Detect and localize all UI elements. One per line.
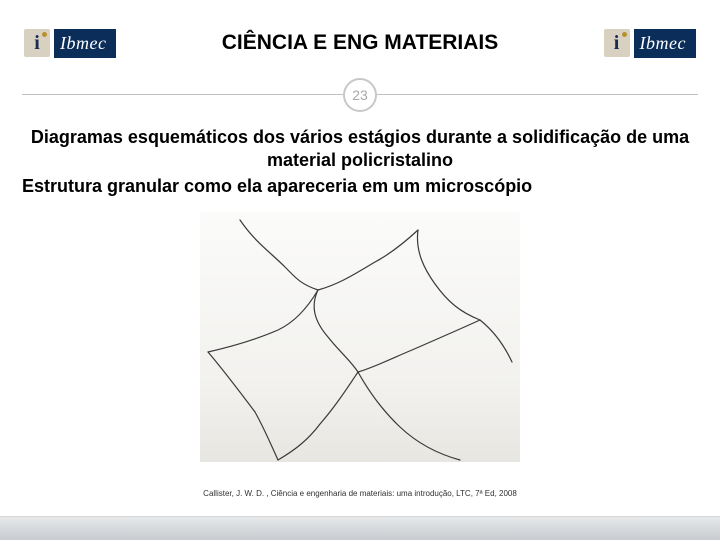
logo-right: i Ibmec <box>604 29 696 58</box>
body-line-1: Diagramas esquemáticos dos vários estági… <box>22 126 698 173</box>
logo-left: i Ibmec <box>24 29 116 58</box>
body-line-2: Estrutura granular como ela apareceria e… <box>22 175 698 198</box>
logo-dot-icon <box>622 32 627 37</box>
slide: i Ibmec CIÊNCIA E ENG MATERIAIS i Ibmec … <box>0 0 720 540</box>
grain-diagram <box>200 212 520 462</box>
logo-i-box: i <box>24 29 50 57</box>
footer-band <box>0 516 720 540</box>
logo-wordmark: Ibmec <box>634 29 696 58</box>
logo-i-box: i <box>604 29 630 57</box>
header: i Ibmec CIÊNCIA E ENG MATERIAIS i Ibmec <box>0 18 720 68</box>
logo-letter: i <box>614 32 620 55</box>
grain-boundary-svg <box>200 212 520 462</box>
logo-letter: i <box>34 32 40 55</box>
body-text: Diagramas esquemáticos dos vários estági… <box>22 126 698 198</box>
page-number-badge: 23 <box>343 78 377 112</box>
page-title: CIÊNCIA E ENG MATERIAIS <box>116 31 603 55</box>
citation: Callister, J. W. D. , Ciência e engenhar… <box>0 489 720 498</box>
logo-dot-icon <box>42 32 47 37</box>
logo-wordmark: Ibmec <box>54 29 116 58</box>
